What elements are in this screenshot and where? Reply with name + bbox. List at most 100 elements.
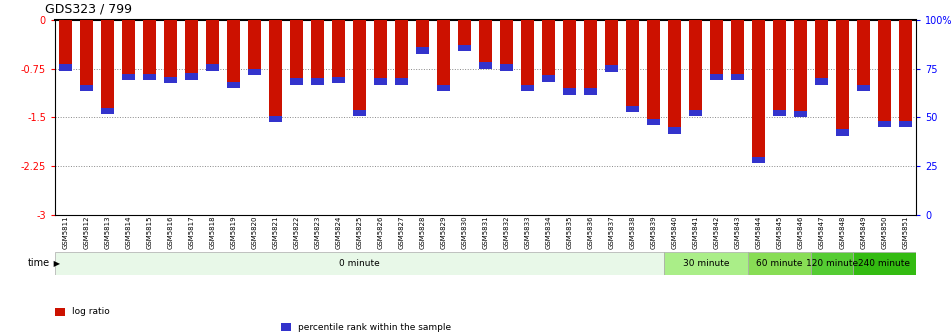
Text: GSM5850: GSM5850 <box>882 216 887 249</box>
Bar <box>499 64 514 71</box>
Bar <box>836 129 849 136</box>
Bar <box>689 20 703 116</box>
Bar <box>878 20 891 127</box>
Bar <box>836 20 849 136</box>
Text: GSM5839: GSM5839 <box>650 216 656 249</box>
Text: GSM5838: GSM5838 <box>630 216 635 249</box>
Text: GSM5813: GSM5813 <box>105 216 110 249</box>
Bar <box>878 121 891 127</box>
Bar <box>772 110 786 116</box>
Bar <box>563 20 576 95</box>
Text: GSM5811: GSM5811 <box>63 216 68 249</box>
Bar <box>709 20 724 80</box>
Bar <box>374 79 387 85</box>
Bar <box>416 20 429 54</box>
Text: GSM5828: GSM5828 <box>419 216 425 249</box>
Bar <box>521 85 534 91</box>
Bar <box>626 20 639 112</box>
Bar <box>815 20 828 85</box>
Text: GSM5818: GSM5818 <box>209 216 216 249</box>
Bar <box>247 69 262 75</box>
Text: GDS323 / 799: GDS323 / 799 <box>46 3 132 16</box>
Bar <box>332 77 345 83</box>
Bar <box>584 20 597 95</box>
Bar <box>353 20 366 116</box>
Bar <box>811 252 853 275</box>
Text: GSM5817: GSM5817 <box>188 216 195 249</box>
Bar <box>542 75 555 82</box>
Text: GSM5816: GSM5816 <box>167 216 173 249</box>
Bar <box>122 20 135 80</box>
Text: GSM5836: GSM5836 <box>588 216 593 249</box>
Text: GSM5845: GSM5845 <box>777 216 783 249</box>
Text: GSM5834: GSM5834 <box>546 216 552 249</box>
Bar <box>857 20 870 91</box>
Bar <box>709 74 724 80</box>
Bar <box>290 20 303 85</box>
Bar <box>269 20 282 122</box>
Bar <box>101 20 114 114</box>
Text: GSM5825: GSM5825 <box>357 216 362 249</box>
Bar <box>353 110 366 116</box>
Bar <box>542 20 555 82</box>
Text: GSM5833: GSM5833 <box>525 216 531 249</box>
Bar <box>59 20 72 71</box>
Bar <box>226 20 241 88</box>
Bar <box>853 252 916 275</box>
Bar <box>478 62 493 69</box>
Bar <box>395 20 408 85</box>
Text: GSM5842: GSM5842 <box>713 216 720 249</box>
Bar <box>748 252 811 275</box>
Text: GSM5851: GSM5851 <box>902 216 908 249</box>
Text: GSM5846: GSM5846 <box>798 216 804 249</box>
Bar <box>457 45 472 51</box>
Bar <box>122 74 135 80</box>
Bar <box>730 20 745 80</box>
Text: GSM5814: GSM5814 <box>126 216 131 249</box>
Bar <box>668 20 681 134</box>
Bar <box>499 20 514 71</box>
Bar <box>290 79 303 85</box>
Text: log ratio: log ratio <box>72 307 110 317</box>
Bar <box>164 20 177 83</box>
Bar <box>457 20 472 51</box>
Bar <box>899 121 912 127</box>
Bar <box>584 88 597 95</box>
Text: 30 minute: 30 minute <box>683 259 729 268</box>
Text: GSM5832: GSM5832 <box>503 216 510 249</box>
Bar <box>647 20 660 125</box>
Text: GSM5830: GSM5830 <box>461 216 468 249</box>
Bar <box>269 116 282 122</box>
Text: GSM5841: GSM5841 <box>692 216 698 249</box>
Text: time: time <box>29 258 50 268</box>
Text: 240 minute: 240 minute <box>859 259 910 268</box>
Bar <box>205 20 220 71</box>
Text: GSM5847: GSM5847 <box>819 216 825 249</box>
Bar <box>332 20 345 83</box>
Bar <box>772 20 786 116</box>
Bar <box>395 79 408 85</box>
Text: GSM5831: GSM5831 <box>482 216 489 249</box>
Bar <box>184 20 199 80</box>
Text: 60 minute: 60 minute <box>756 259 803 268</box>
Text: GSM5848: GSM5848 <box>840 216 845 249</box>
Bar <box>899 20 912 127</box>
Bar <box>437 20 451 91</box>
Text: GSM5843: GSM5843 <box>734 216 741 249</box>
Bar <box>311 79 324 85</box>
Bar <box>794 20 807 118</box>
Bar <box>80 20 93 91</box>
Bar <box>563 88 576 95</box>
Bar <box>857 85 870 91</box>
Text: GSM5821: GSM5821 <box>273 216 279 249</box>
Bar <box>751 20 766 163</box>
Bar <box>55 252 664 275</box>
Bar <box>247 20 262 75</box>
Text: GSM5815: GSM5815 <box>146 216 152 249</box>
Bar <box>143 74 156 80</box>
Bar <box>626 106 639 112</box>
Text: GSM5826: GSM5826 <box>378 216 383 249</box>
Text: GSM5840: GSM5840 <box>671 216 677 249</box>
Text: GSM5819: GSM5819 <box>230 216 237 249</box>
Bar <box>730 74 745 80</box>
